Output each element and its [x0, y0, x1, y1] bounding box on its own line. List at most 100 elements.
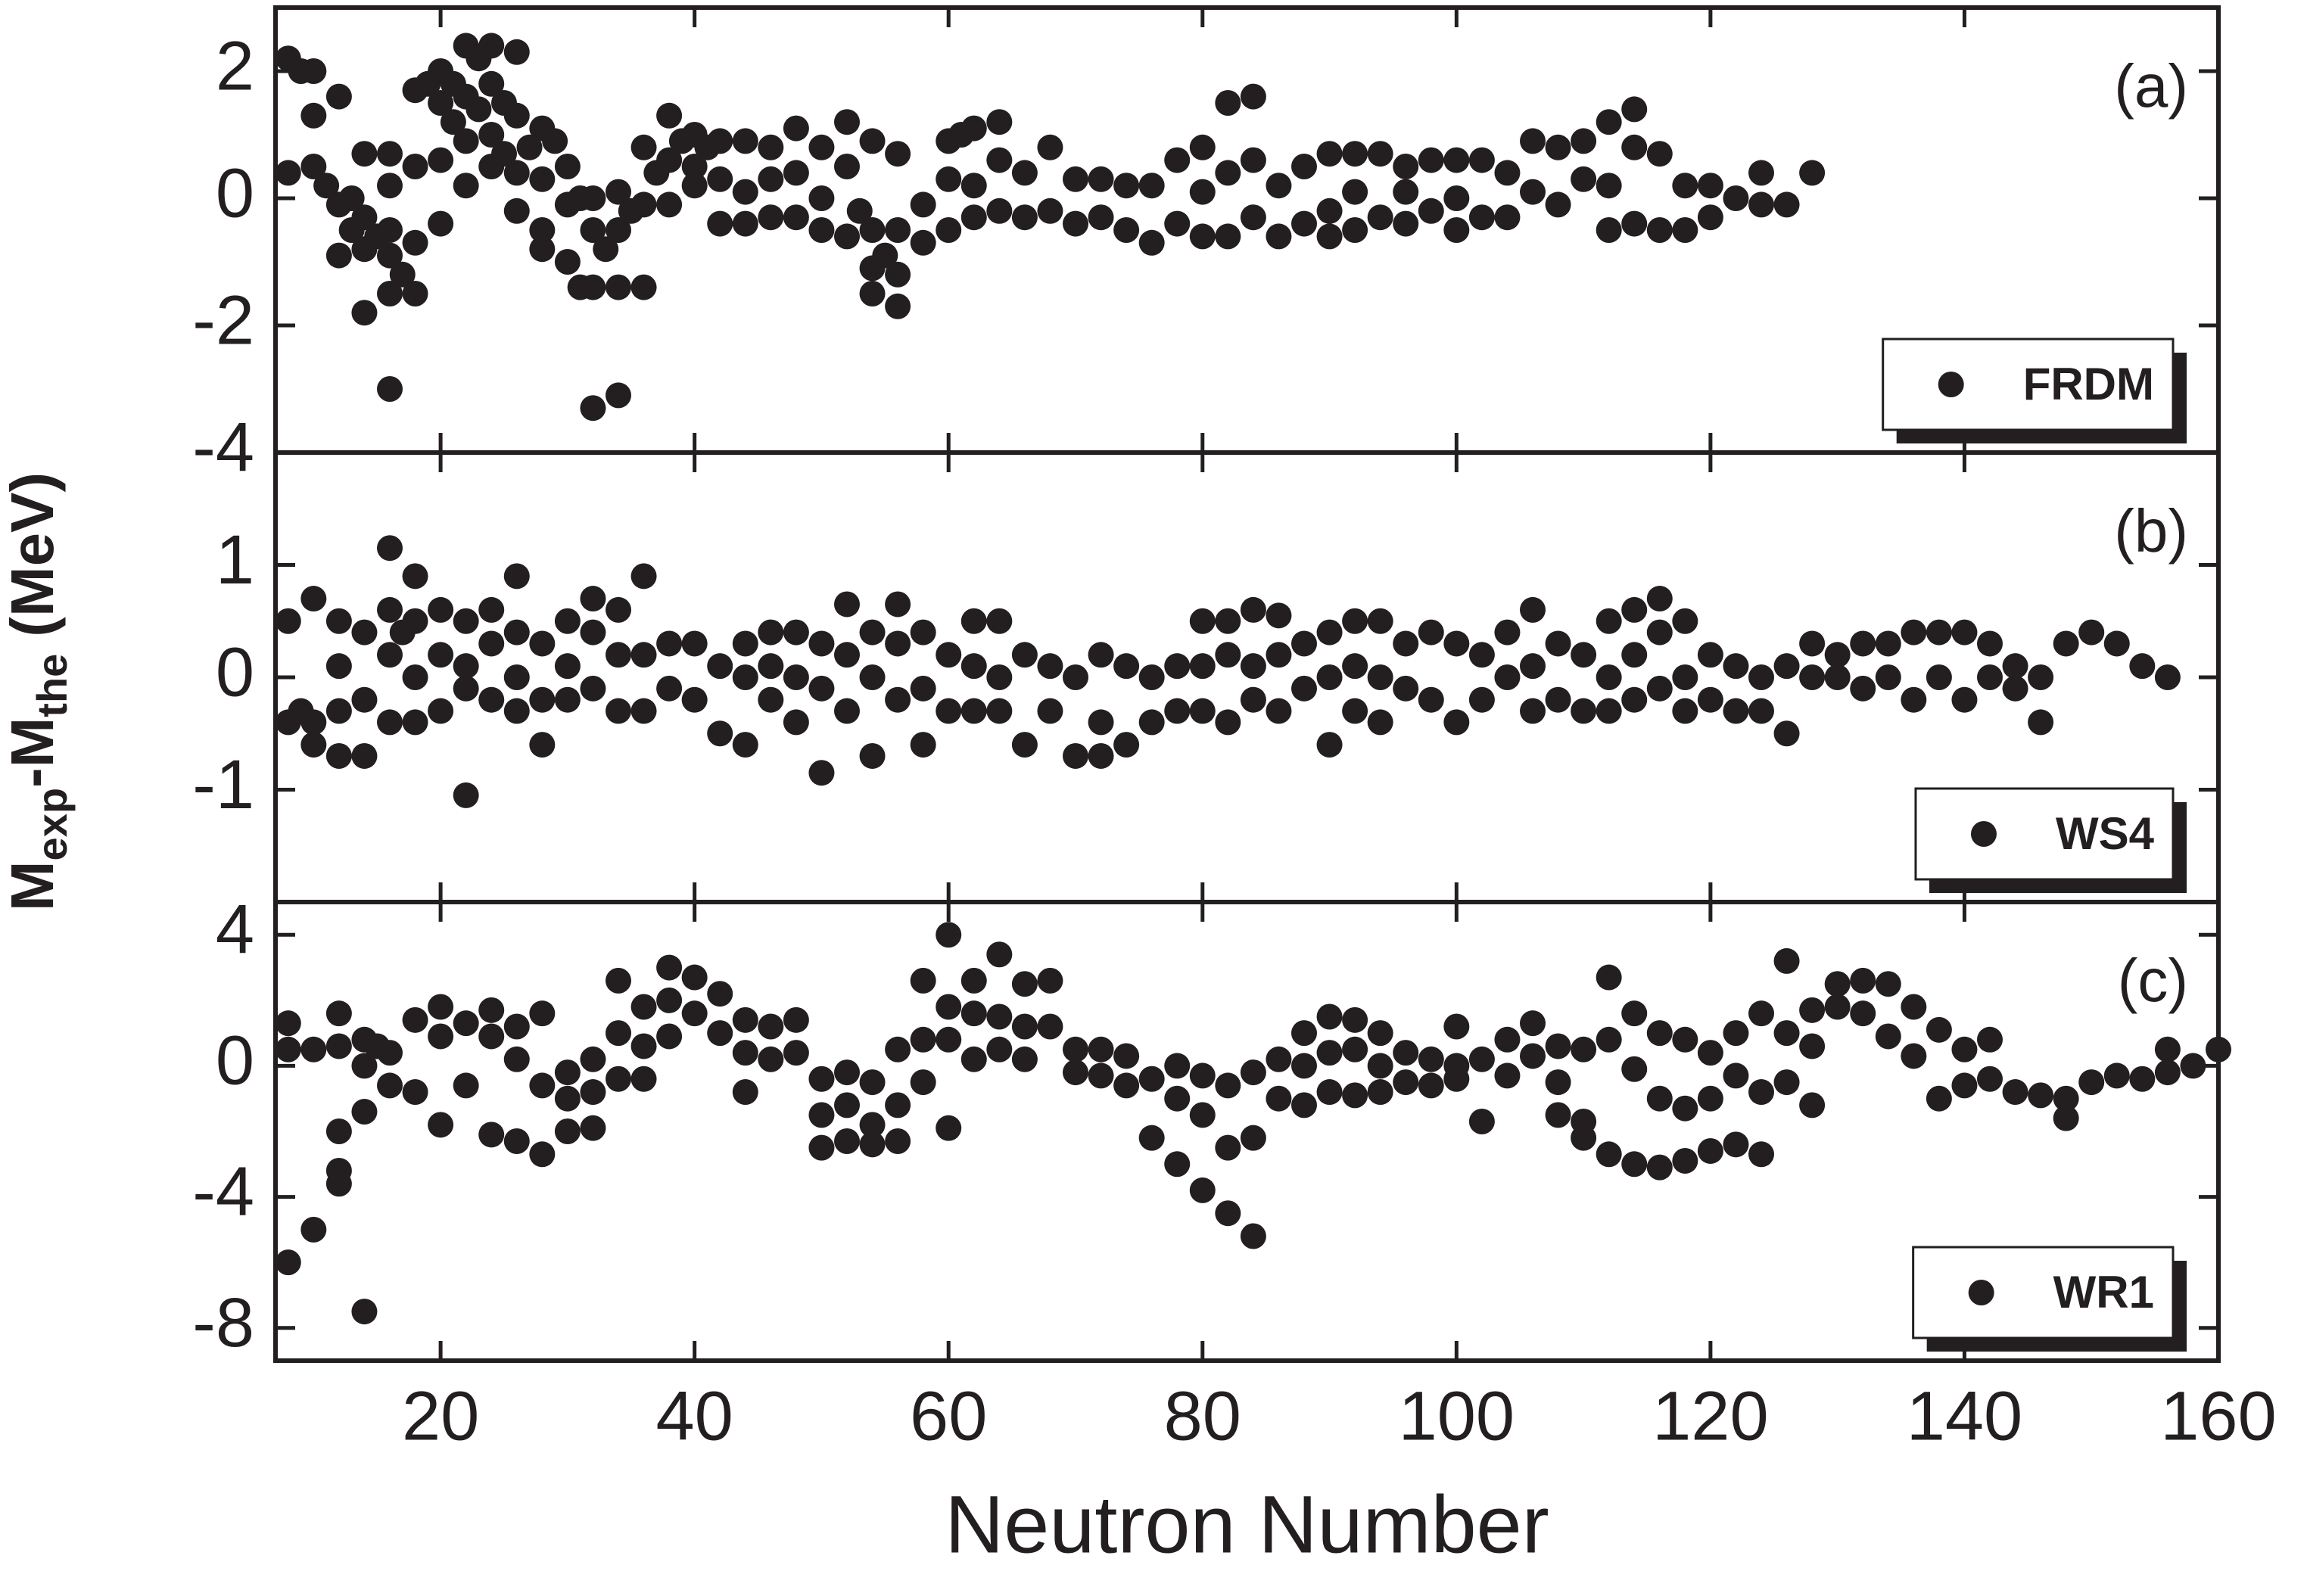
data-point — [1443, 1013, 1470, 1040]
y-tick-label: 4 — [216, 891, 254, 969]
data-point — [783, 1040, 809, 1066]
data-point — [1748, 664, 1774, 690]
data-point — [783, 204, 809, 231]
data-point — [1164, 1053, 1191, 1079]
data-point — [1672, 173, 1698, 199]
data-point — [1393, 179, 1419, 205]
data-point — [732, 128, 758, 154]
data-point — [1468, 204, 1495, 231]
data-point — [1723, 185, 1749, 211]
data-point — [1088, 204, 1114, 231]
data-point — [1596, 964, 1622, 991]
data-point — [707, 981, 733, 1007]
data-point — [1266, 1046, 1292, 1072]
data-point — [529, 217, 556, 243]
data-point — [2053, 1085, 2079, 1112]
data-point — [1951, 619, 1978, 646]
data-point — [465, 96, 492, 123]
data-point — [1215, 642, 1241, 668]
data-point — [1723, 1020, 1749, 1047]
data-point — [478, 596, 505, 623]
data-point — [2129, 653, 2156, 680]
data-point — [885, 217, 911, 243]
data-point — [986, 147, 1013, 173]
data-point — [808, 217, 835, 243]
data-point — [1138, 709, 1165, 736]
data-point — [960, 1000, 987, 1027]
data-point — [1697, 204, 1723, 231]
data-point — [707, 166, 733, 192]
data-point — [1138, 229, 1165, 256]
data-point — [478, 997, 505, 1023]
data-point — [885, 293, 911, 319]
data-point — [1164, 653, 1191, 680]
data-point — [275, 1249, 301, 1276]
data-point — [1316, 1079, 1343, 1106]
data-point — [910, 1026, 936, 1053]
legend-marker — [1938, 372, 1964, 397]
data-point — [1697, 1040, 1723, 1066]
data-point — [1011, 1046, 1038, 1072]
data-point — [325, 1171, 352, 1197]
data-point — [681, 686, 708, 713]
data-point — [1850, 1000, 1876, 1027]
data-point — [656, 102, 683, 129]
data-point — [732, 179, 758, 205]
x-tick-label: 140 — [1907, 1377, 2023, 1454]
data-point — [1266, 602, 1292, 629]
data-point — [377, 596, 403, 623]
data-point — [1926, 619, 1952, 646]
data-point — [1113, 217, 1140, 243]
data-point — [1646, 586, 1673, 612]
data-point — [1063, 664, 1088, 690]
x-tick-label: 40 — [655, 1377, 733, 1454]
data-point — [1926, 1085, 1952, 1112]
data-point — [554, 686, 581, 713]
data-point — [1494, 1026, 1521, 1053]
data-point — [1088, 166, 1114, 192]
data-point — [1240, 204, 1266, 231]
data-point — [910, 1069, 936, 1096]
data-point — [542, 128, 568, 154]
data-point — [1189, 698, 1216, 724]
data-point — [1240, 686, 1266, 713]
data-point — [1393, 675, 1419, 702]
data-point — [1621, 210, 1648, 237]
data-point — [554, 249, 581, 275]
data-point — [1520, 1010, 1546, 1037]
data-point — [1291, 630, 1317, 657]
data-point — [402, 281, 428, 306]
data-point — [1316, 664, 1343, 690]
data-point — [389, 261, 416, 288]
data-point — [1393, 630, 1419, 657]
data-point — [681, 154, 708, 179]
data-point — [2103, 1062, 2130, 1089]
data-point — [1723, 1062, 1749, 1089]
data-point — [1088, 709, 1114, 736]
data-point — [300, 58, 327, 84]
data-point — [529, 236, 556, 263]
data-point — [1646, 141, 1673, 167]
x-tick-label: 60 — [910, 1377, 987, 1454]
y-tick-label: -4 — [192, 1153, 254, 1230]
data-point — [986, 198, 1013, 224]
data-point — [2078, 1069, 2105, 1096]
data-point — [1520, 1043, 1546, 1069]
data-point — [580, 185, 606, 211]
data-point — [325, 1118, 352, 1144]
data-point — [1291, 154, 1317, 179]
data-point — [606, 967, 631, 994]
y-label-sub: the — [28, 654, 76, 717]
data-point — [859, 742, 886, 769]
data-point — [1520, 698, 1546, 724]
data-point — [630, 1066, 657, 1092]
data-point — [580, 619, 606, 646]
data-point — [1723, 653, 1749, 680]
data-point — [1215, 1072, 1241, 1099]
y-label-part: M — [0, 860, 66, 911]
data-point — [453, 653, 479, 680]
data-point — [275, 1036, 301, 1062]
data-point — [1443, 185, 1470, 211]
data-point — [1189, 223, 1216, 250]
